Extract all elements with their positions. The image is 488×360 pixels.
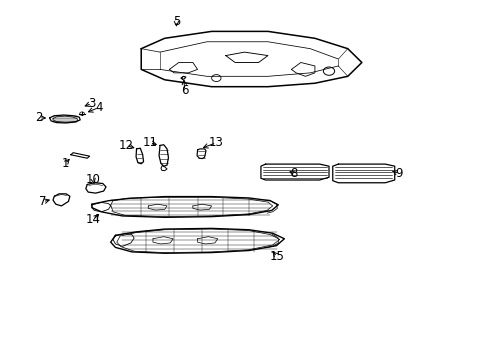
- Text: 10: 10: [86, 174, 101, 186]
- Text: 3: 3: [88, 97, 96, 110]
- Text: 8: 8: [289, 167, 297, 180]
- Text: 2: 2: [35, 111, 42, 124]
- Text: 4: 4: [95, 101, 102, 114]
- Text: 11: 11: [142, 136, 157, 149]
- Text: 5: 5: [172, 14, 180, 27]
- Text: 13: 13: [208, 136, 224, 149]
- Text: 6: 6: [181, 84, 188, 97]
- Text: 14: 14: [86, 213, 101, 226]
- Text: 1: 1: [61, 157, 69, 170]
- Text: 7: 7: [39, 195, 46, 208]
- Text: 12: 12: [119, 139, 133, 152]
- Text: 15: 15: [269, 250, 284, 263]
- Text: 9: 9: [395, 167, 402, 180]
